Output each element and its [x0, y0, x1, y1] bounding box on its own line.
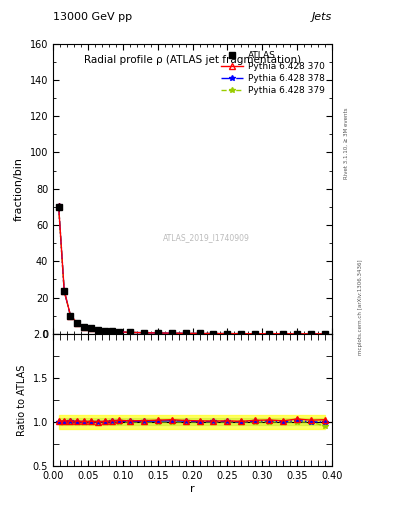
Text: Rivet 3.1.10, ≥ 3M events: Rivet 3.1.10, ≥ 3M events — [344, 108, 349, 179]
Text: mcplots.cern.ch [arXiv:1306.3436]: mcplots.cern.ch [arXiv:1306.3436] — [358, 260, 363, 355]
Legend: ATLAS, Pythia 6.428 370, Pythia 6.428 378, Pythia 6.428 379: ATLAS, Pythia 6.428 370, Pythia 6.428 37… — [218, 48, 328, 98]
X-axis label: r: r — [190, 483, 195, 494]
Text: Jets: Jets — [312, 11, 332, 22]
Text: Radial profile ρ (ATLAS jet fragmentation): Radial profile ρ (ATLAS jet fragmentatio… — [84, 55, 301, 65]
Y-axis label: Ratio to ATLAS: Ratio to ATLAS — [17, 364, 27, 436]
Text: ATLAS_2019_I1740909: ATLAS_2019_I1740909 — [163, 233, 250, 243]
Text: 13000 GeV pp: 13000 GeV pp — [53, 11, 132, 22]
Y-axis label: fraction/bin: fraction/bin — [14, 157, 24, 221]
